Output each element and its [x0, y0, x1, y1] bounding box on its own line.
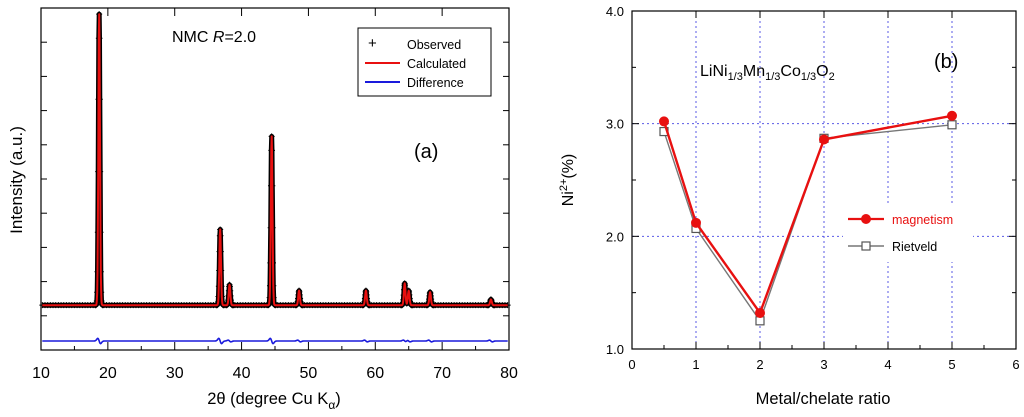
- formula-part: Co: [780, 63, 801, 80]
- legend-label-difference: Difference: [407, 76, 464, 90]
- formula-part: Mn: [743, 63, 765, 80]
- x-tick-label-a: 60: [366, 365, 384, 382]
- xrd-curves: [39, 11, 511, 345]
- x-tick-label-a: 80: [500, 365, 518, 382]
- data-point-magnetism: [947, 110, 957, 121]
- formula-part: O: [816, 63, 828, 80]
- y-axis-label-b: Ni2+(%): [558, 154, 577, 207]
- data-point-magnetism: [819, 134, 829, 145]
- legend-label-observed: Observed: [407, 38, 461, 52]
- panel-label-b: (b): [934, 51, 958, 73]
- panel-a-xrd-chart: 10 20 30 40 50 60 70 80 NMC R=2.0 (a) + Observe…: [7, 7, 518, 412]
- x-axis-label-a: 2θ (degree Cu Kα): [207, 390, 341, 412]
- data-point-rietveld: [947, 120, 957, 130]
- data-point-magnetism: [691, 217, 701, 228]
- x-tick-label-b: 4: [884, 357, 891, 372]
- data-point-magnetism: [659, 116, 669, 127]
- x-tick-label-b: 0: [628, 357, 635, 372]
- data-point-rietveld: [755, 316, 765, 326]
- x-tick-label-a: 70: [433, 365, 451, 382]
- x-tick-label-a: 10: [32, 365, 50, 382]
- axis-ticks-b: 0 1 2 3 4 5 6 1.0 2.0 3.0 4.0: [606, 4, 1020, 372]
- y-tick-label-b: 3.0: [606, 117, 624, 132]
- formula-part: 1/3: [765, 71, 780, 83]
- x-tick-label-b: 3: [820, 357, 827, 372]
- sample-title: NMC R=2.0: [172, 29, 256, 46]
- formula-part: 2: [829, 71, 835, 83]
- y-tick-label-b: 1.0: [606, 342, 624, 357]
- legend-label-calculated: Calculated: [407, 57, 466, 71]
- x-axis-label-b: Metal/chelate ratio: [756, 390, 891, 408]
- formula-part: LiNi: [700, 63, 728, 80]
- x-tick-label-b: 5: [948, 357, 955, 372]
- x-tick-label-b: 1: [692, 357, 699, 372]
- y-axis-label-a: Intensity (a.u.): [7, 126, 26, 234]
- legend-marker-observed: +: [368, 35, 377, 52]
- panel-b-ni-content-chart: 0 1 2 3 4 5 61.02.03.04.0 LiNi1/3Mn1/3Co1/3O2 …: [558, 4, 1020, 408]
- difference-line: [42, 337, 508, 345]
- legend-a: + Observed Calculated Difference: [357, 27, 492, 97]
- calculated-line: [41, 13, 509, 307]
- x-tick-label-a: 40: [233, 365, 251, 382]
- x-axis-ticks-a: 10 20 30 40 50 60 70 80: [32, 8, 518, 382]
- x-tick-label-a: 50: [300, 365, 318, 382]
- legend-b: magnetism Rietveld: [843, 206, 973, 262]
- data-point-magnetism: [755, 307, 765, 318]
- legend-marker-rietveld: [861, 241, 871, 251]
- formula-label: LiNi1/3Mn1/3Co1/3O2: [700, 63, 835, 83]
- legend-marker-magnetism: [861, 214, 871, 224]
- x-tick-label-b: 2: [756, 357, 763, 372]
- panel-label-a: (a): [414, 141, 438, 163]
- formula-part: 1/3: [801, 71, 816, 83]
- x-tick-label-a: 30: [166, 365, 184, 382]
- series-b: [659, 110, 957, 326]
- formula-part: 1/3: [728, 71, 743, 83]
- legend-label-rietveld: Rietveld: [892, 240, 937, 254]
- y-tick-label-b: 2.0: [606, 229, 624, 244]
- legend-label-magnetism: magnetism: [892, 213, 953, 227]
- x-tick-label-a: 20: [99, 365, 117, 382]
- x-tick-label-b: 6: [1012, 357, 1019, 372]
- y-tick-label-b: 4.0: [606, 4, 624, 19]
